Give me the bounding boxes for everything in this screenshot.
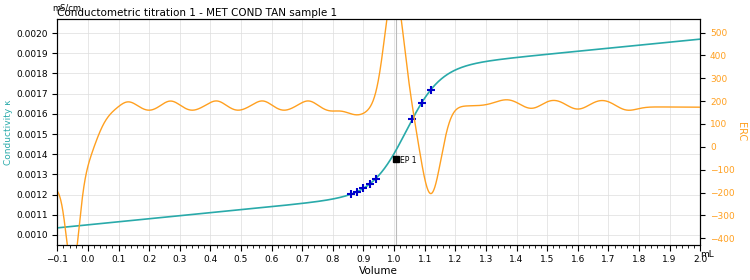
X-axis label: Volume: Volume (359, 266, 398, 276)
Y-axis label: ERC: ERC (736, 122, 746, 142)
Y-axis label: Conductivity κ: Conductivity κ (4, 99, 13, 165)
Text: EP 1: EP 1 (400, 156, 417, 165)
Text: mS/cm: mS/cm (53, 4, 82, 13)
Text: mL: mL (700, 249, 714, 258)
Text: Conductometric titration 1 - MET COND TAN sample 1: Conductometric titration 1 - MET COND TA… (57, 8, 338, 18)
